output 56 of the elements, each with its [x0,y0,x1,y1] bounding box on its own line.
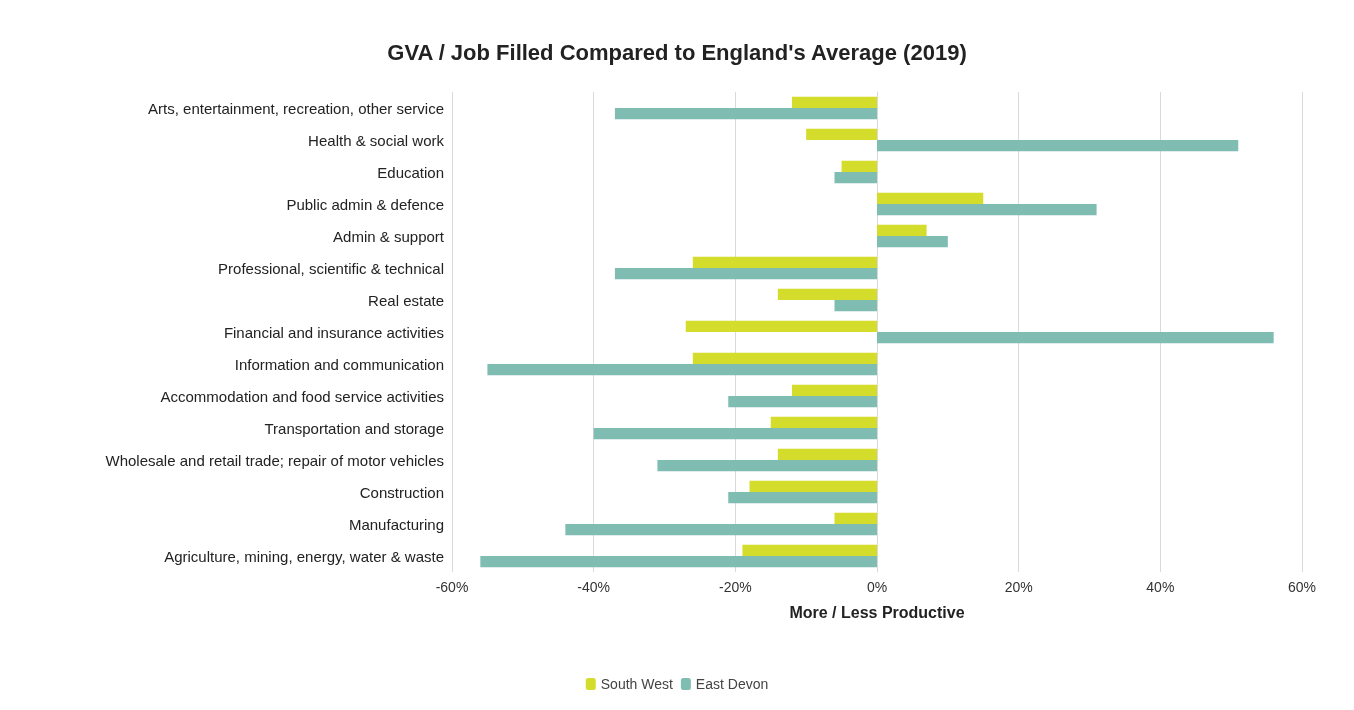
bar [692,256,877,268]
x-tick-label: -20% [718,579,752,595]
x-tick-label: -60% [435,579,469,595]
y-tick-label: Arts, entertainment, recreation, other service [148,99,444,117]
bar [806,128,877,140]
bar [834,300,877,312]
bar [742,544,877,556]
bar [877,192,984,204]
y-tick-label: Public admin & defence [286,195,444,213]
bar [565,524,877,536]
y-tick-label: Agriculture, mining, energy, water & waste [164,547,444,565]
x-tick-label: 60% [1287,579,1317,595]
bar [877,140,1239,152]
bar [480,556,877,568]
x-tick-label: 20% [1004,579,1033,595]
y-tick-label: Education [377,163,444,181]
y-tick-label: Information and communication [234,355,444,373]
x-axis-title: More / Less Productive [789,603,965,621]
x-tick-label: -40% [577,579,611,595]
y-tick-label: Transportation and storage [264,419,444,437]
bar [614,268,877,280]
legend-label: South West [600,676,673,692]
bar [614,108,877,120]
bar [777,448,877,460]
bar [749,480,877,492]
y-tick-label: Real estate [368,291,444,309]
bar [685,320,877,332]
x-tick-label: 40% [1146,579,1175,595]
y-tick-label: Accommodation and food service activities [160,387,444,405]
bar [877,332,1274,344]
y-tick-label: Financial and insurance activities [223,323,444,341]
bar [593,428,877,440]
bar [777,288,877,300]
legend-label: East Devon [695,676,769,692]
bar [877,236,948,248]
y-tick-label: Health & social work [308,131,445,149]
bar [692,352,877,364]
bar [834,172,877,184]
bar [877,204,1097,216]
y-tick-label: Construction [359,483,444,501]
y-tick-label: Professional, scientific & technical [218,259,444,277]
chart-title: GVA / Job Filled Compared to England's Average (2019) [387,39,967,65]
bar [728,492,877,504]
bar [841,160,877,172]
bar [877,224,927,236]
bar [728,396,877,408]
bar [657,460,877,472]
y-tick-label: Wholesale and retail trade; repair of motor vehicles [105,451,444,469]
y-tick-label: Admin & support [333,227,445,245]
bar [834,512,877,524]
x-tick-label: 0% [866,579,888,595]
bar [770,416,877,428]
bar [792,96,877,108]
y-tick-label: Manufacturing [348,515,444,533]
bar [792,384,877,396]
bar [487,364,877,376]
